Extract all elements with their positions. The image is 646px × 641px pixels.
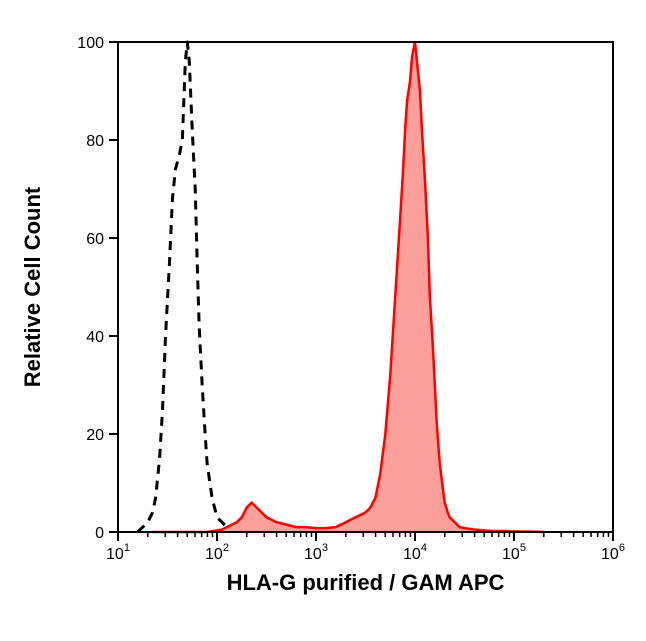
x-tick-label: 101 <box>106 542 130 563</box>
x-tick-label: 106 <box>601 542 625 563</box>
x-tick-label: 105 <box>502 542 526 563</box>
y-axis-label: Relative Cell Count <box>20 186 45 387</box>
y-tick-label: 100 <box>77 35 104 52</box>
x-tick-label: 102 <box>205 542 229 563</box>
chart-svg: 101 102 103 104 105 106 0 20 40 60 80 100 HLA-G puri… <box>0 0 646 641</box>
y-tick-label: 80 <box>86 133 104 150</box>
y-tick-label: 0 <box>95 525 104 542</box>
x-tick-label: 104 <box>403 542 427 563</box>
x-axis-label: HLA-G purified / GAM APC <box>227 570 505 595</box>
flow-cytometry-histogram: 101 102 103 104 105 106 0 20 40 60 80 100 HLA-G puri… <box>0 0 646 641</box>
y-tick-label: 40 <box>86 329 104 346</box>
x-tick-label: 103 <box>304 542 328 563</box>
y-axis-ticks: 0 20 40 60 80 100 <box>77 35 118 542</box>
y-tick-label: 60 <box>86 231 104 248</box>
x-axis-ticks: 101 102 103 104 105 106 <box>106 532 625 563</box>
y-tick-label: 20 <box>86 427 104 444</box>
